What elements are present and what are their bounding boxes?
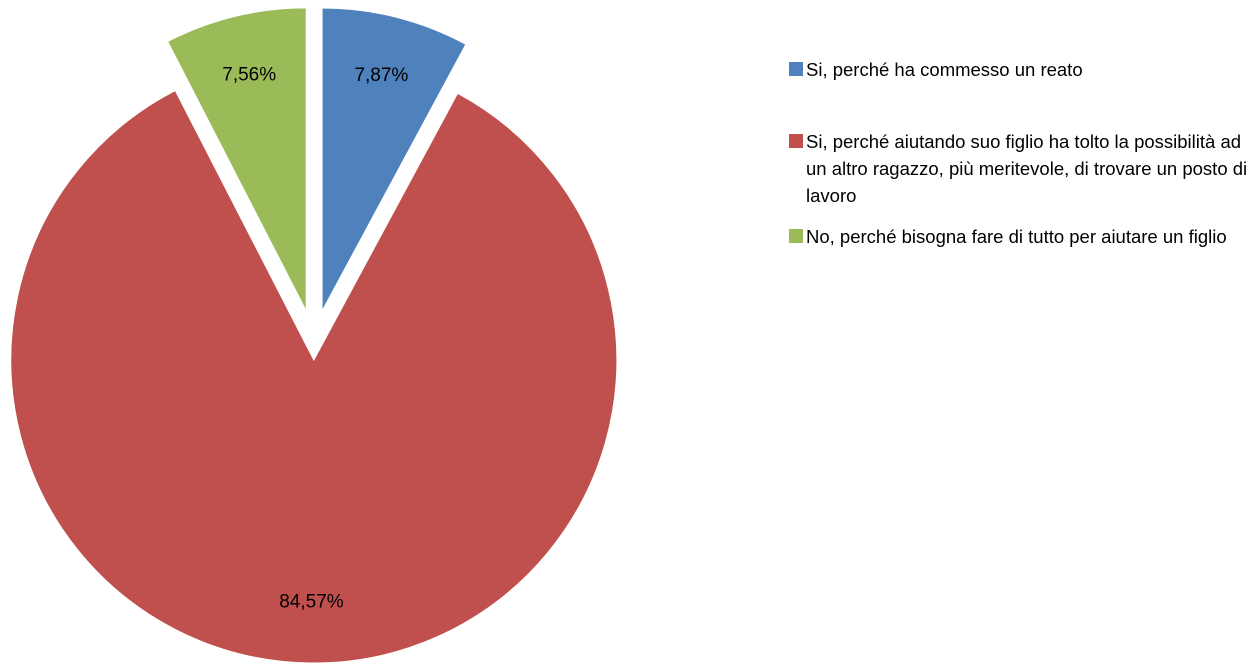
legend-swatch — [789, 134, 803, 148]
legend-item: Si, perché aiutando suo figlio ha tolto … — [789, 128, 1249, 209]
data-label: 84,57% — [279, 591, 344, 612]
legend-swatch — [789, 229, 803, 243]
legend-item: Si, perché ha commesso un reato — [789, 56, 1249, 83]
legend-label: Si, perché aiutando suo figlio ha tolto … — [806, 131, 1248, 206]
legend-label: No, perché bisogna fare di tutto per aiu… — [806, 226, 1227, 247]
data-label: 7,56% — [222, 64, 276, 85]
pie-slice — [321, 7, 467, 312]
data-label: 7,87% — [354, 65, 408, 86]
pie-slice — [10, 89, 618, 663]
legend-swatch — [789, 62, 803, 76]
legend: Si, perché ha commesso un reato Si, perch… — [789, 56, 1249, 250]
legend-label: Si, perché ha commesso un reato — [806, 59, 1083, 80]
legend-item: No, perché bisogna fare di tutto per aiu… — [789, 223, 1249, 250]
pie-slice — [166, 7, 307, 312]
